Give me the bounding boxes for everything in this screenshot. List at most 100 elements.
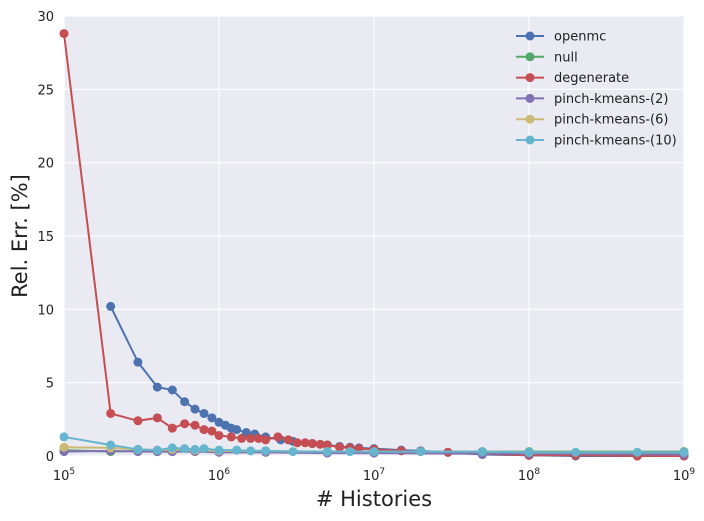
- data-point: [369, 447, 379, 457]
- y-tick-labels: 0 5 10 15 20 25 30: [37, 10, 54, 465]
- series-pinch-kmeans-(10): [59, 432, 689, 457]
- data-point: [292, 438, 302, 448]
- data-point: [322, 440, 332, 450]
- y-tick-label: 5: [46, 377, 54, 392]
- data-point: [232, 425, 242, 435]
- x-tick-base: 10: [673, 469, 690, 484]
- data-point: [254, 433, 264, 443]
- data-point: [261, 446, 271, 456]
- data-point: [167, 443, 177, 453]
- data-point: [106, 440, 116, 450]
- series-layer: [59, 29, 689, 461]
- data-point: [214, 430, 224, 440]
- data-point: [199, 444, 209, 454]
- data-point: [133, 357, 143, 367]
- x-tick-exponent: 5: [69, 467, 75, 477]
- legend-item: degenerate: [516, 71, 629, 86]
- legend-item: pinch-kmeans-(2): [516, 92, 668, 107]
- data-point: [106, 408, 116, 418]
- data-point: [571, 447, 581, 457]
- data-point: [190, 404, 200, 414]
- grid: [63, 15, 685, 457]
- legend-marker: [525, 135, 535, 145]
- data-point: [335, 442, 345, 452]
- x-tick-label: 105: [53, 467, 75, 484]
- data-point: [261, 435, 271, 445]
- y-axis-label: Rel. Err. [%]: [8, 174, 32, 298]
- data-point: [679, 447, 689, 457]
- data-point: [59, 442, 69, 452]
- x-tick-exponent: 7: [379, 467, 385, 477]
- data-point: [477, 447, 487, 457]
- x-axis-label: # Histories: [316, 487, 432, 511]
- data-point: [133, 444, 143, 454]
- legend-marker: [525, 31, 535, 41]
- legend-label: pinch-kmeans-(2): [554, 92, 668, 107]
- series-line: [63, 435, 684, 454]
- data-point: [152, 382, 162, 392]
- y-tick-label: 20: [37, 157, 54, 172]
- data-point: [190, 420, 200, 430]
- legend-item: null: [516, 50, 578, 65]
- data-point: [207, 413, 217, 423]
- data-point: [207, 426, 217, 436]
- data-point: [307, 439, 317, 449]
- data-point: [345, 447, 355, 457]
- data-point: [167, 385, 177, 395]
- data-point: [524, 447, 534, 457]
- data-point: [283, 435, 293, 445]
- data-point: [180, 419, 190, 429]
- data-point: [288, 447, 298, 457]
- x-tick-base: 10: [363, 469, 380, 484]
- legend-label: openmc: [554, 30, 606, 45]
- y-tick-label: 10: [37, 303, 54, 318]
- data-point: [237, 433, 247, 443]
- legend-marker: [525, 73, 535, 83]
- data-point: [152, 413, 162, 423]
- legend-item: pinch-kmeans-(10): [516, 134, 677, 149]
- x-tick-exponent: 9: [689, 467, 695, 477]
- legend-label: pinch-kmeans-(10): [554, 134, 677, 149]
- y-tick-label: 0: [46, 450, 54, 465]
- data-point: [180, 444, 190, 454]
- legend-label: degenerate: [554, 71, 629, 86]
- x-tick-label: 108: [518, 467, 541, 484]
- data-point: [416, 447, 426, 457]
- x-tick-label: 107: [363, 467, 385, 484]
- legend-marker: [525, 114, 535, 124]
- x-tick-label: 106: [208, 467, 231, 484]
- legend-item: pinch-kmeans-(6): [516, 113, 668, 128]
- data-point: [632, 447, 642, 457]
- data-point: [315, 439, 325, 449]
- data-point: [152, 445, 162, 455]
- data-point: [59, 432, 69, 442]
- data-point: [232, 445, 242, 455]
- legend-marker: [525, 52, 535, 62]
- data-point: [322, 447, 332, 457]
- x-tick-base: 10: [518, 469, 535, 484]
- y-tick-label: 25: [37, 83, 54, 98]
- data-point: [190, 444, 200, 454]
- data-point: [180, 397, 190, 407]
- data-point: [106, 301, 116, 311]
- x-tick-base: 10: [208, 469, 225, 484]
- data-point: [167, 423, 177, 433]
- data-point: [59, 29, 69, 39]
- legend-label: pinch-kmeans-(6): [554, 113, 668, 128]
- data-point: [199, 425, 209, 435]
- data-point: [300, 438, 310, 448]
- data-point: [214, 445, 224, 455]
- legend-label: null: [554, 50, 578, 65]
- x-tick-exponent: 6: [224, 467, 230, 477]
- data-point: [273, 432, 283, 442]
- x-tick-labels: 105 106 107 108 109: [53, 467, 696, 484]
- x-tick-exponent: 8: [534, 467, 540, 477]
- legend-marker: [525, 93, 535, 103]
- x-tick-label: 109: [673, 467, 696, 484]
- legend: openmc null degenerate pinch-kmeans-(2) pinc…: [516, 30, 677, 149]
- data-point: [199, 408, 209, 418]
- data-point: [246, 433, 256, 443]
- data-point: [133, 416, 143, 426]
- y-tick-label: 15: [37, 230, 54, 245]
